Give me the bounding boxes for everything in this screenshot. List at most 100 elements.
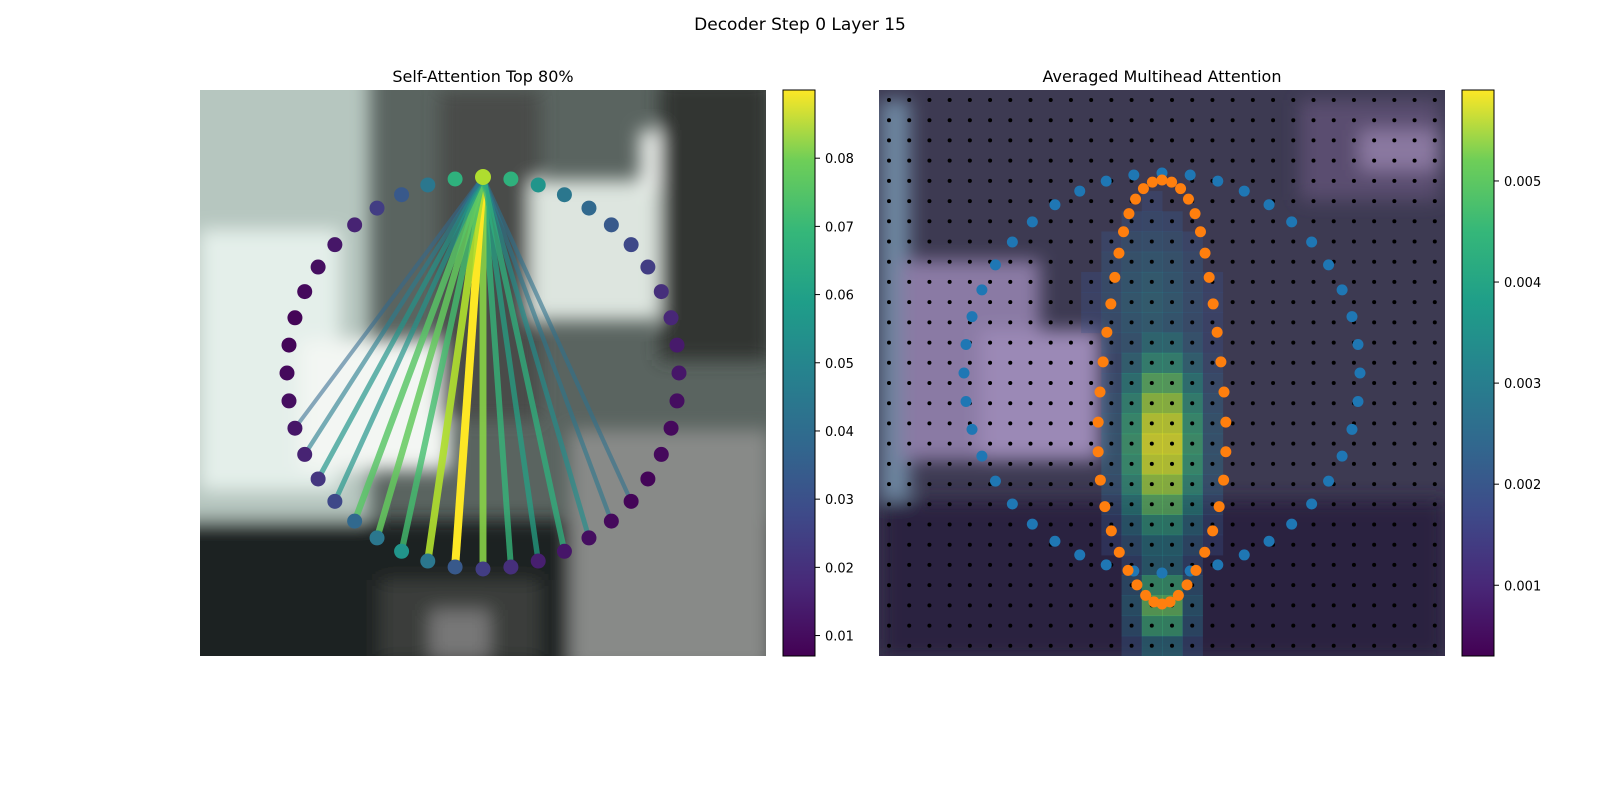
grid-dot xyxy=(1351,603,1356,608)
attention-edge xyxy=(480,176,614,522)
grid-dot xyxy=(1129,118,1134,123)
attention-point xyxy=(369,530,385,546)
grid-dot xyxy=(1089,603,1094,608)
grid-dot xyxy=(1210,381,1215,385)
grid-dot xyxy=(887,643,891,648)
orange-point xyxy=(1175,183,1187,195)
grid-dot xyxy=(1149,300,1154,305)
blue-point xyxy=(1184,169,1196,181)
grid-dot xyxy=(1372,259,1377,264)
grid-dot xyxy=(1149,502,1154,507)
grid-dot xyxy=(927,279,932,284)
grid-dot xyxy=(1271,461,1276,466)
grid-dot xyxy=(1311,482,1316,487)
grid-dot xyxy=(1190,522,1195,527)
grid-dot xyxy=(907,583,912,588)
orange-point xyxy=(1131,579,1143,591)
attention-point xyxy=(327,237,343,253)
grid-dot xyxy=(1271,279,1276,284)
grid-dot xyxy=(947,360,952,365)
grid-dot xyxy=(1129,340,1134,345)
grid-dot xyxy=(1392,259,1397,264)
grid-dot xyxy=(1311,279,1316,284)
colorbar-tick-label: 0.05 xyxy=(825,357,854,372)
grid-dot xyxy=(1149,441,1154,446)
grid-dot xyxy=(947,401,952,406)
grid-dot xyxy=(927,138,932,143)
grid-dot xyxy=(988,219,993,224)
blue-point xyxy=(1336,450,1348,462)
grid-dot xyxy=(1149,542,1154,547)
grid-dot xyxy=(1230,340,1235,345)
grid-dot xyxy=(927,421,932,426)
grid-dot xyxy=(1432,158,1437,163)
grid-dot xyxy=(1068,583,1073,588)
blue-point xyxy=(1026,216,1038,228)
grid-dot xyxy=(947,279,952,284)
grid-dot xyxy=(1190,421,1195,426)
grid-dot xyxy=(1392,98,1397,102)
grid-dot xyxy=(927,623,932,628)
orange-point xyxy=(1220,416,1232,428)
grid-dot xyxy=(927,259,932,264)
colorbar-tick-label: 0.02 xyxy=(825,561,854,576)
grid-dot xyxy=(947,158,952,163)
grid-dot xyxy=(947,441,952,446)
grid-dot xyxy=(1271,603,1276,608)
grid-dot xyxy=(1109,401,1114,406)
grid-dot xyxy=(1271,643,1276,648)
grid-dot xyxy=(1028,562,1033,567)
orange-point xyxy=(1123,208,1135,220)
grid-dot xyxy=(907,562,912,567)
orange-point xyxy=(1207,525,1219,537)
grid-dot xyxy=(988,421,993,426)
grid-dot xyxy=(1210,421,1215,426)
grid-dot xyxy=(1149,421,1154,426)
grid-dot xyxy=(1412,441,1417,446)
grid-dot xyxy=(1372,421,1377,426)
grid-dot xyxy=(1291,158,1296,163)
grid-dot xyxy=(1412,158,1417,163)
grid-dot xyxy=(1412,522,1417,527)
grid-dot xyxy=(1230,421,1235,426)
grid-dot xyxy=(1291,482,1296,487)
grid-dot xyxy=(1372,583,1377,588)
grid-dot xyxy=(1129,279,1134,284)
blue-point xyxy=(1306,236,1318,248)
attention-point xyxy=(669,337,685,353)
grid-dot xyxy=(927,219,932,224)
grid-dot xyxy=(1008,623,1013,628)
grid-dot xyxy=(1089,199,1094,204)
right-panel-title: Averaged Multihead Attention xyxy=(1043,67,1282,86)
grid-dot xyxy=(1048,522,1053,527)
grid-dot xyxy=(1230,138,1235,143)
grid-dot xyxy=(1210,259,1215,264)
grid-dot xyxy=(1028,502,1033,507)
grid-dot xyxy=(967,239,972,244)
grid-dot xyxy=(1412,178,1417,183)
grid-dot xyxy=(1250,603,1255,608)
grid-dot xyxy=(1230,441,1235,446)
orange-point xyxy=(1203,271,1215,283)
grid-dot xyxy=(1372,401,1377,406)
grid-dot xyxy=(887,118,891,123)
orange-point xyxy=(1101,326,1113,338)
grid-dot xyxy=(1149,158,1154,163)
grid-dot xyxy=(1048,643,1053,648)
grid-dot xyxy=(1210,138,1215,143)
grid-dot xyxy=(1392,643,1397,648)
grid-dot xyxy=(1412,623,1417,628)
grid-dot xyxy=(1230,279,1235,284)
grid-dot xyxy=(1230,158,1235,163)
grid-dot xyxy=(1028,421,1033,426)
grid-dot xyxy=(907,199,912,204)
grid-dot xyxy=(1432,98,1437,102)
grid-dot xyxy=(907,401,912,406)
blue-point xyxy=(1336,284,1348,296)
grid-dot xyxy=(1149,219,1154,224)
grid-dot xyxy=(887,199,891,204)
grid-dot xyxy=(907,118,912,123)
grid-dot xyxy=(1129,623,1134,628)
orange-point xyxy=(1211,326,1223,338)
grid-dot xyxy=(1190,643,1195,648)
